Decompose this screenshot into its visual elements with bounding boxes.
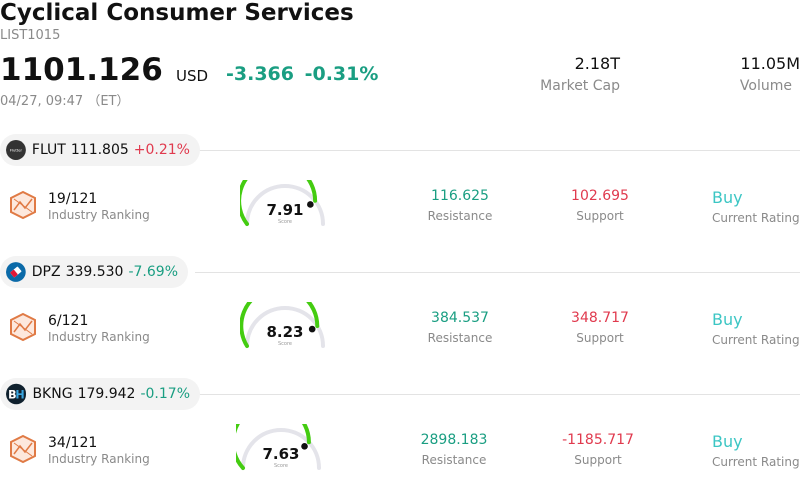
list-code: LIST1015 xyxy=(0,28,61,43)
resistance-value: 384.537 xyxy=(431,310,489,326)
industry-ranking-value: 34/121 xyxy=(48,435,98,451)
score-gauge: 7.63 Score xyxy=(236,424,321,470)
support-value: 348.717 xyxy=(571,310,629,326)
volume-value: 11.05M xyxy=(740,54,800,73)
market-cap-value: 2.18T xyxy=(574,54,620,73)
ranking-hexagon-icon xyxy=(10,434,36,464)
gauge-track xyxy=(241,428,321,470)
score-value: 8.23 xyxy=(266,323,303,341)
flutter-logo-icon: Flutter xyxy=(6,138,26,162)
stock-price: 111.805 xyxy=(70,142,129,158)
stock-symbol: BKNG xyxy=(32,386,73,402)
index-price: 1101.126 xyxy=(0,52,163,88)
score-label: Score xyxy=(274,463,288,469)
resistance-label: Resistance xyxy=(421,453,487,467)
page-title: Cyclical Consumer Services xyxy=(0,0,354,26)
gauge-track xyxy=(245,184,325,226)
section-divider xyxy=(195,272,800,273)
stock-change: +0.21% xyxy=(133,142,190,158)
support-label: Support xyxy=(576,209,624,223)
resistance-value: 2898.183 xyxy=(420,432,488,448)
score-label: Score xyxy=(278,341,292,347)
gauge-fill xyxy=(240,302,320,348)
current-rating-label: Current Rating xyxy=(712,333,800,347)
score-value: 7.91 xyxy=(266,201,303,219)
industry-ranking-label: Industry Ranking xyxy=(48,452,150,466)
industry-ranking-label: Industry Ranking xyxy=(48,208,150,222)
svg-text:H: H xyxy=(15,388,24,401)
stock-chip-dpz[interactable]: DPZ 339.530 -7.69% xyxy=(0,256,188,288)
current-rating-value: Buy xyxy=(712,310,743,329)
support-label: Support xyxy=(576,331,624,345)
resistance-value: 116.625 xyxy=(431,188,489,204)
stock-price: 339.530 xyxy=(65,264,124,280)
support-label: Support xyxy=(574,453,622,467)
stock-chip-flut[interactable]: Flutter FLUT 111.805 +0.21% xyxy=(0,134,200,166)
score-value: 7.63 xyxy=(262,445,299,463)
gauge-track xyxy=(245,306,325,348)
stock-symbol: FLUT xyxy=(31,142,66,158)
section-divider xyxy=(195,394,800,395)
change-value: -3.366 xyxy=(226,63,294,85)
svg-text:B: B xyxy=(8,388,16,401)
score-gauge: 7.91 Score xyxy=(240,180,325,226)
score-gauge: 8.23 Score xyxy=(240,302,325,348)
resistance-label: Resistance xyxy=(427,331,493,345)
current-rating-value: Buy xyxy=(712,432,743,451)
current-rating-value: Buy xyxy=(712,188,743,207)
industry-ranking-label: Industry Ranking xyxy=(48,330,150,344)
stock-price: 179.942 xyxy=(77,386,136,402)
industry-ranking-value: 19/121 xyxy=(48,191,98,207)
gauge-fill xyxy=(240,180,318,226)
current-rating-label: Current Rating xyxy=(712,211,800,225)
timestamp: 04/27, 09:47 （ET） xyxy=(0,94,130,109)
resistance-label: Resistance xyxy=(427,209,493,223)
gauge-marker xyxy=(308,325,316,333)
gauge-marker xyxy=(301,443,308,450)
market-cap-label: Market Cap xyxy=(540,78,620,94)
ranking-hexagon-icon xyxy=(10,312,36,342)
gauge-marker xyxy=(307,201,314,208)
currency-label: USD xyxy=(176,67,209,85)
current-rating-label: Current Rating xyxy=(712,455,800,469)
industry-ranking-value: 6/121 xyxy=(48,313,89,329)
volume-label: Volume xyxy=(739,78,792,94)
stock-symbol: DPZ xyxy=(31,264,61,280)
svg-text:Flutter: Flutter xyxy=(10,149,23,153)
score-label: Score xyxy=(278,219,292,225)
stock-change: -0.17% xyxy=(140,386,190,402)
support-value: 102.695 xyxy=(571,188,629,204)
support-value: -1185.717 xyxy=(562,432,634,448)
index-change: -3.366 -0.31% xyxy=(226,63,378,85)
stock-change: -7.69% xyxy=(128,264,178,280)
dominos-logo-icon xyxy=(6,260,26,284)
section-divider xyxy=(195,150,800,151)
change-percent: -0.31% xyxy=(304,63,379,85)
ranking-hexagon-icon xyxy=(10,190,36,220)
